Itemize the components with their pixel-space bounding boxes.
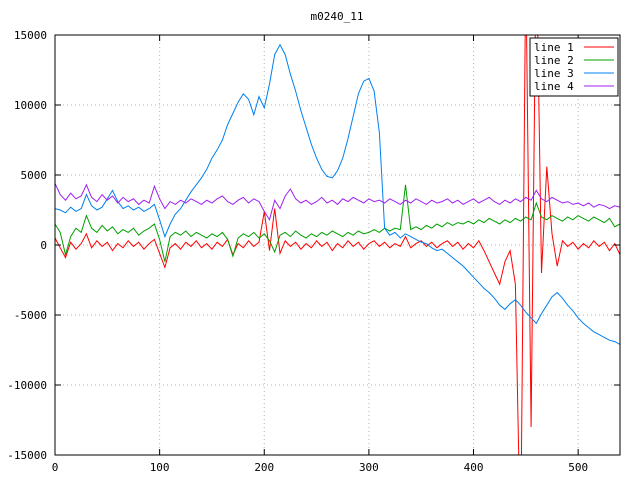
series-line-1: [55, 35, 620, 455]
legend-label: line 3: [534, 67, 574, 80]
chart-title: m0240_11: [311, 10, 364, 23]
series-line-2: [55, 184, 620, 262]
y-tick-label: 5000: [21, 169, 48, 182]
y-tick-label: 15000: [14, 29, 47, 42]
series-line-3: [55, 43, 620, 345]
x-tick-label: 0: [52, 461, 59, 474]
y-tick-label: -10000: [7, 379, 47, 392]
axis-layer: 0 100 200 300 400 500 -15000 -10000 -5000 0 5000 10…: [7, 29, 621, 474]
series-line-4: [55, 183, 620, 222]
y-tick-label: 0: [40, 239, 47, 252]
x-tick-label: 400: [464, 461, 484, 474]
x-tick-label: 500: [568, 461, 588, 474]
legend-label: line 4: [534, 80, 574, 93]
legend-label: line 1: [534, 41, 574, 54]
legend-label: line 2: [534, 54, 574, 67]
y-tick-label: -15000: [7, 449, 47, 462]
y-tick-label: 10000: [14, 99, 47, 112]
y-tick-label: -5000: [14, 309, 47, 322]
x-tick-label: 200: [254, 461, 274, 474]
series-layer: [55, 35, 620, 455]
x-tick-label: 300: [359, 461, 379, 474]
grid-layer: [54, 34, 620, 456]
x-tick-label: 100: [150, 461, 170, 474]
